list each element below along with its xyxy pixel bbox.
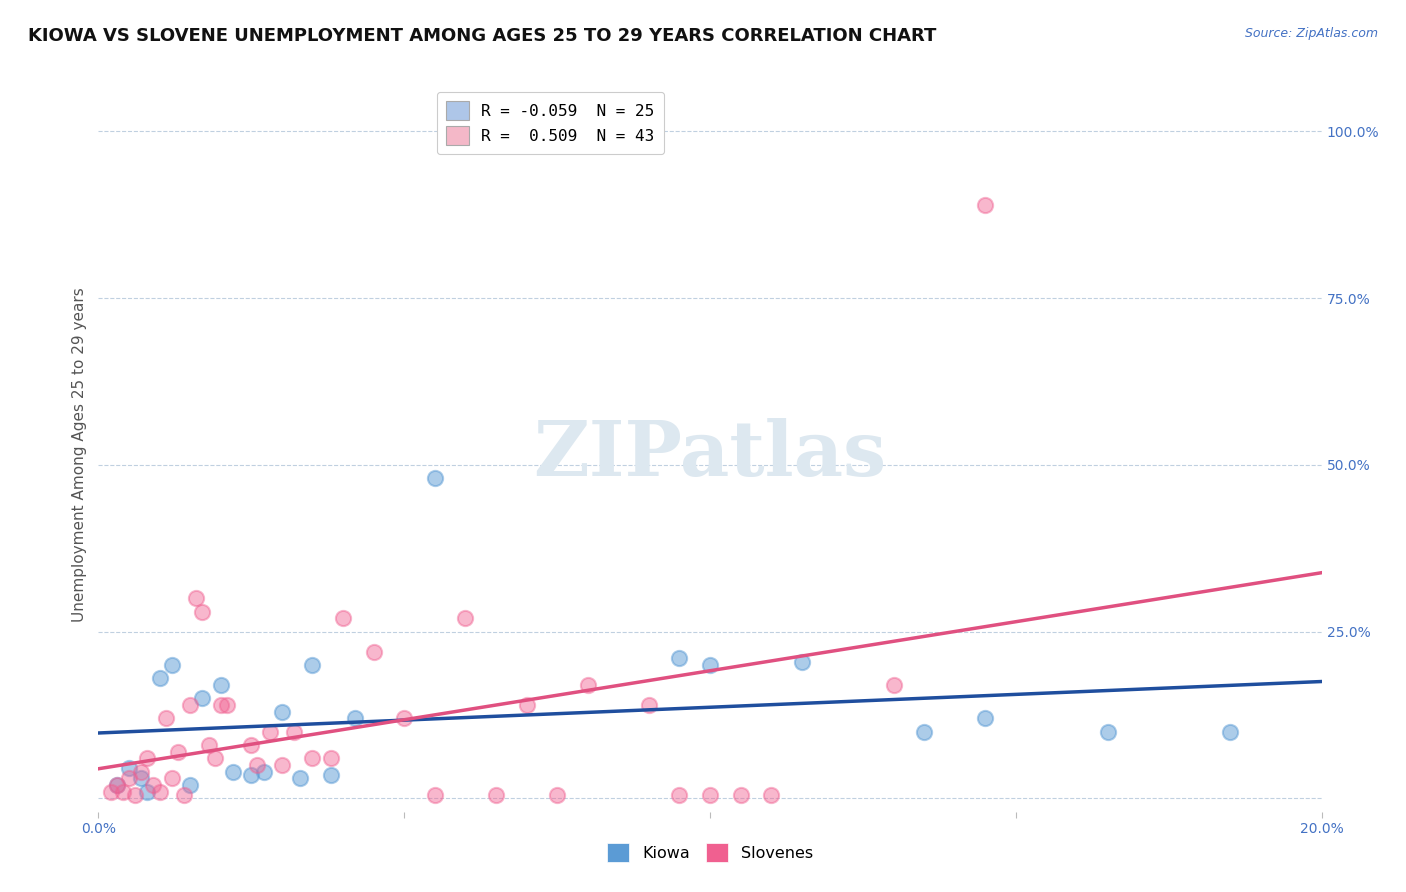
Point <box>454 611 477 625</box>
Point <box>240 738 263 752</box>
Point <box>761 788 783 802</box>
Point <box>301 658 323 673</box>
Point <box>209 678 232 692</box>
Point <box>215 698 238 712</box>
Point <box>179 698 201 712</box>
Point <box>283 724 305 739</box>
Point <box>149 671 172 685</box>
Point <box>129 764 152 779</box>
Point <box>974 711 997 725</box>
Point <box>319 768 342 782</box>
Y-axis label: Unemployment Among Ages 25 to 29 years: Unemployment Among Ages 25 to 29 years <box>72 287 87 623</box>
Point <box>290 772 312 786</box>
Point <box>638 698 661 712</box>
Point <box>270 705 294 719</box>
Point <box>668 651 690 665</box>
Point <box>105 778 128 792</box>
Point <box>191 691 214 706</box>
Point <box>252 764 274 779</box>
Point <box>332 611 354 625</box>
Point <box>100 785 122 799</box>
Text: Source: ZipAtlas.com: Source: ZipAtlas.com <box>1244 27 1378 40</box>
Point <box>167 745 190 759</box>
Text: ZIPatlas: ZIPatlas <box>533 418 887 491</box>
Text: KIOWA VS SLOVENE UNEMPLOYMENT AMONG AGES 25 TO 29 YEARS CORRELATION CHART: KIOWA VS SLOVENE UNEMPLOYMENT AMONG AGES… <box>28 27 936 45</box>
Point <box>576 678 599 692</box>
Point <box>149 785 172 799</box>
Point <box>209 698 232 712</box>
Point <box>173 788 195 802</box>
Legend: Kiowa, Slovenes: Kiowa, Slovenes <box>600 837 820 868</box>
Point <box>197 738 219 752</box>
Point <box>270 758 294 772</box>
Point <box>1097 724 1119 739</box>
Point <box>485 788 508 802</box>
Point <box>912 724 935 739</box>
Point <box>363 645 385 659</box>
Point <box>179 778 201 792</box>
Point <box>699 658 721 673</box>
Point <box>392 711 416 725</box>
Point <box>246 758 269 772</box>
Point <box>136 751 159 765</box>
Point <box>344 711 367 725</box>
Point <box>423 471 446 485</box>
Point <box>668 788 690 802</box>
Point <box>118 761 141 775</box>
Point <box>699 788 721 802</box>
Point <box>222 764 245 779</box>
Point <box>186 591 208 606</box>
Point <box>136 785 159 799</box>
Point <box>790 655 813 669</box>
Point <box>730 788 752 802</box>
Point <box>191 605 214 619</box>
Point <box>516 698 538 712</box>
Point <box>160 658 183 673</box>
Point <box>204 751 226 765</box>
Point <box>111 785 134 799</box>
Point <box>118 772 141 786</box>
Point <box>301 751 323 765</box>
Point <box>240 768 263 782</box>
Point <box>1219 724 1241 739</box>
Point <box>259 724 281 739</box>
Point <box>160 772 183 786</box>
Point <box>142 778 165 792</box>
Point <box>155 711 177 725</box>
Point <box>883 678 905 692</box>
Point <box>546 788 568 802</box>
Point <box>319 751 342 765</box>
Point <box>124 788 146 802</box>
Point <box>423 788 446 802</box>
Point <box>105 778 128 792</box>
Point <box>129 772 152 786</box>
Point <box>974 198 997 212</box>
